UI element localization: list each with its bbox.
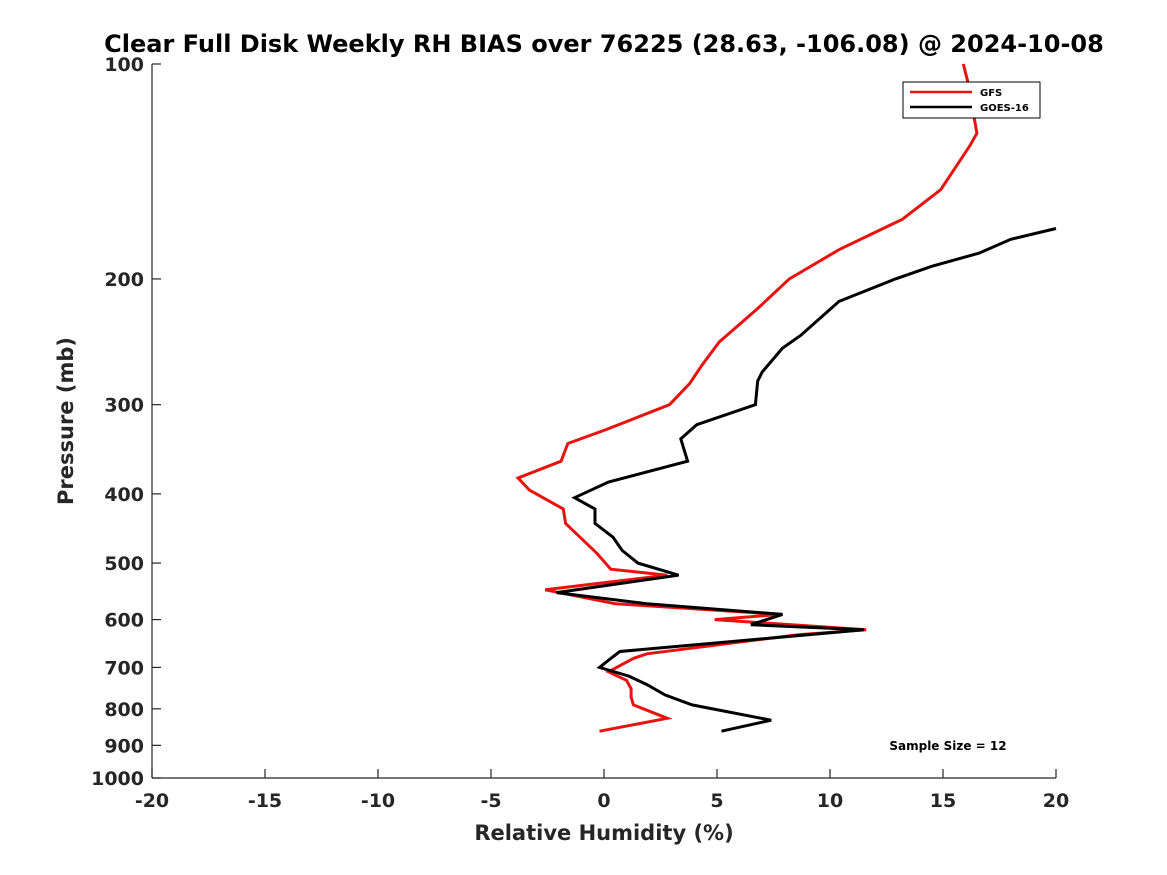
x-tick-label: -5: [480, 790, 501, 812]
chart-title: Clear Full Disk Weekly RH BIAS over 7622…: [104, 30, 1104, 58]
x-tick-label: -20: [135, 790, 169, 812]
sample-size-annotation: Sample Size = 12: [889, 739, 1006, 753]
x-tick-label: 20: [1043, 790, 1069, 812]
x-axis-ticks: -20 -15 -10 -5 0 5 10 15 20: [135, 769, 1069, 812]
x-tick-label: 15: [930, 790, 956, 812]
y-tick-label: 200: [104, 269, 144, 291]
x-axis-label: Relative Humidity (%): [474, 821, 733, 845]
y-tick-label: 100: [104, 54, 144, 76]
y-axis-label: Pressure (mb): [54, 337, 78, 505]
y-axis-ticks: 100 200 300 400 500 600 700 800 900 1000: [91, 54, 161, 790]
x-tick-label: 5: [710, 790, 723, 812]
plot-area: -20 -15 -10 -5 0 5 10 15 20 100 200 300 400 500 600 70…: [91, 54, 1069, 812]
y-tick-label: 800: [104, 699, 144, 721]
y-tick-label: 600: [104, 610, 144, 632]
y-tick-label: 300: [104, 395, 144, 417]
x-tick-label: 0: [597, 790, 610, 812]
series-lines: [515, 63, 1057, 733]
legend-label-goes-16: GOES-16: [980, 103, 1029, 114]
series-line-gfs: [515, 63, 979, 733]
x-tick-label: -10: [361, 790, 395, 812]
legend-box: [902, 81, 1041, 119]
x-tick-label: 10: [817, 790, 843, 812]
legend-label-gfs: GFS: [980, 88, 1002, 99]
y-tick-label: 1000: [91, 768, 144, 790]
series-line-goes-16: [556, 227, 1057, 733]
legend: GFS GOES-16: [902, 81, 1041, 119]
y-tick-label: 700: [104, 657, 144, 679]
y-tick-label: 900: [104, 735, 144, 757]
x-tick-label: -15: [248, 790, 282, 812]
y-tick-label: 500: [104, 553, 144, 575]
y-tick-label: 400: [104, 484, 144, 506]
